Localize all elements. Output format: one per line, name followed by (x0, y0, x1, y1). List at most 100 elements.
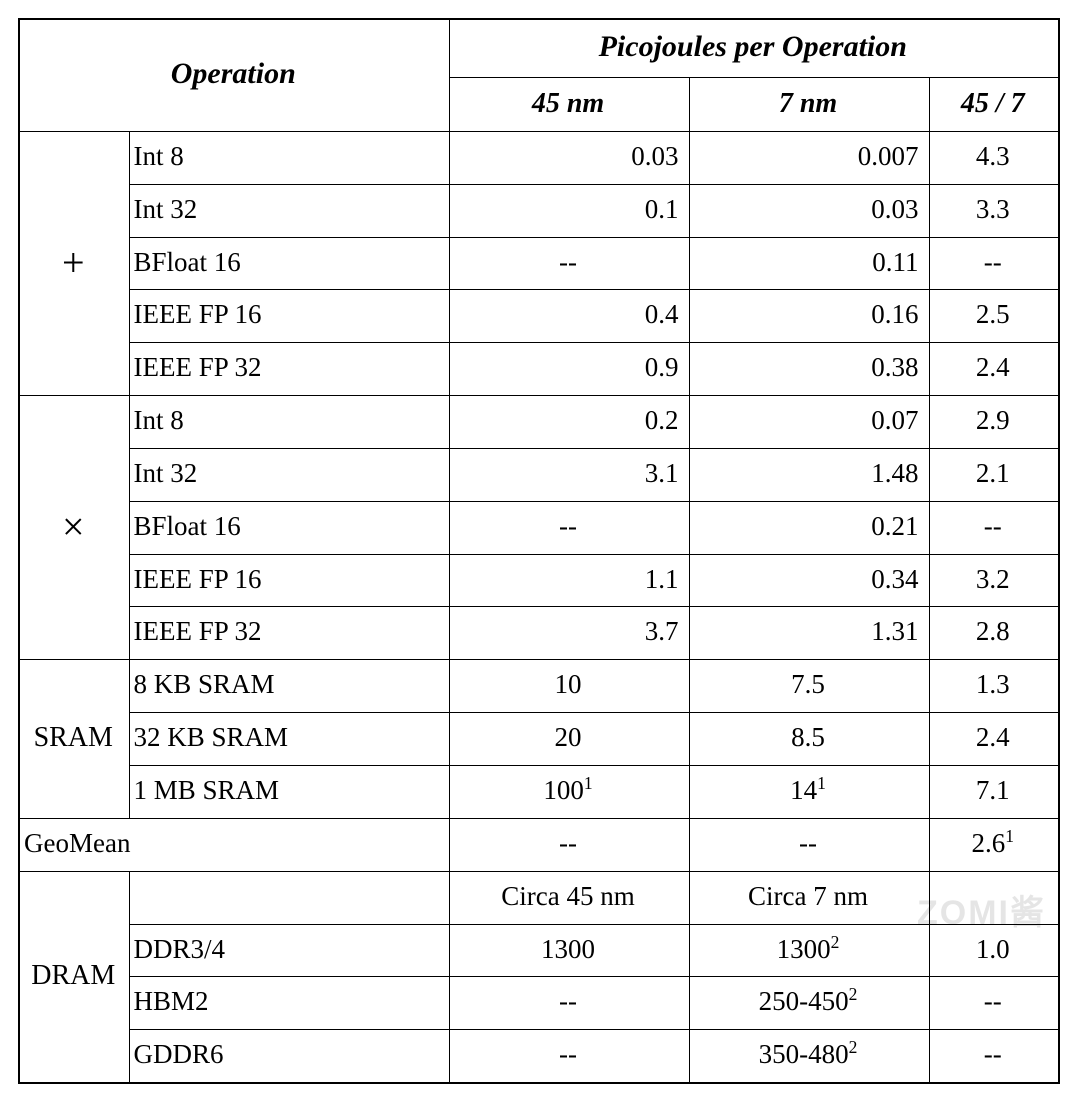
table-row: IEEE FP 16 0.4 0.16 2.5 (19, 290, 1059, 343)
cell-7nm: 0.03 (689, 184, 929, 237)
header-operation: Operation (19, 19, 449, 131)
cell-type (129, 871, 449, 924)
value: 100 (543, 775, 584, 805)
group-mul-symbol: × (19, 396, 129, 660)
cell-ratio: -- (929, 237, 1059, 290)
cell-ratio: -- (929, 977, 1059, 1030)
cell-45nm: 0.1 (449, 184, 689, 237)
group-add-symbol: + (19, 131, 129, 395)
cell-45nm: -- (449, 1030, 689, 1083)
value: 2.6 (972, 828, 1006, 858)
cell-ratio: 2.61 (929, 818, 1059, 871)
table-row: GDDR6 -- 350-4802 -- (19, 1030, 1059, 1083)
cell-type: 1 MB SRAM (129, 766, 449, 819)
cell-45nm: 1001 (449, 766, 689, 819)
table-row: SRAM 8 KB SRAM 10 7.5 1.3 (19, 660, 1059, 713)
value: 14 (790, 775, 817, 805)
table-row: IEEE FP 16 1.1 0.34 3.2 (19, 554, 1059, 607)
cell-7nm: 0.007 (689, 131, 929, 184)
cell-ratio: 2.4 (929, 713, 1059, 766)
cell-45nm: 0.2 (449, 396, 689, 449)
cell-type: BFloat 16 (129, 501, 449, 554)
header-ratio: 45 / 7 (929, 77, 1059, 131)
cell-7nm: 8.5 (689, 713, 929, 766)
cell-7nm: 0.34 (689, 554, 929, 607)
table-row: DDR3/4 1300 13002 1.0 (19, 924, 1059, 977)
table-row: 32 KB SRAM 20 8.5 2.4 (19, 713, 1059, 766)
cell-7nm: -- (689, 818, 929, 871)
cell-7nm: 0.16 (689, 290, 929, 343)
cell-45nm: 10 (449, 660, 689, 713)
header-pj-per-op: Picojoules per Operation (449, 19, 1059, 77)
footnote-sup: 2 (849, 1037, 858, 1057)
header-7nm: 7 nm (689, 77, 929, 131)
group-dram-label: DRAM (19, 871, 129, 1083)
table-row: IEEE FP 32 3.7 1.31 2.8 (19, 607, 1059, 660)
cell-ratio: 3.2 (929, 554, 1059, 607)
cell-type: IEEE FP 32 (129, 607, 449, 660)
cell-7nm: 13002 (689, 924, 929, 977)
cell-ratio: 4.3 (929, 131, 1059, 184)
table-row: BFloat 16 -- 0.21 -- (19, 501, 1059, 554)
cell-ratio: 1.3 (929, 660, 1059, 713)
table-row: + Int 8 0.03 0.007 4.3 (19, 131, 1059, 184)
cell-type: 8 KB SRAM (129, 660, 449, 713)
table-row: 1 MB SRAM 1001 141 7.1 (19, 766, 1059, 819)
cell-type: Int 8 (129, 396, 449, 449)
cell-45nm: -- (449, 818, 689, 871)
footnote-sup: 2 (849, 984, 858, 1004)
cell-type: IEEE FP 16 (129, 290, 449, 343)
cell-45nm: 3.1 (449, 448, 689, 501)
table-row: HBM2 -- 250-4502 -- (19, 977, 1059, 1030)
cell-ratio: 2.5 (929, 290, 1059, 343)
cell-7nm: 0.07 (689, 396, 929, 449)
cell-45nm: 1300 (449, 924, 689, 977)
cell-45nm: 0.4 (449, 290, 689, 343)
cell-7nm: 141 (689, 766, 929, 819)
footnote-sup: 1 (817, 773, 826, 793)
cell-type: 32 KB SRAM (129, 713, 449, 766)
cell-ratio: 2.4 (929, 343, 1059, 396)
cell-7nm: 1.48 (689, 448, 929, 501)
cell-7nm: 1.31 (689, 607, 929, 660)
cell-ratio: 2.1 (929, 448, 1059, 501)
cell-45nm: -- (449, 237, 689, 290)
table-row: IEEE FP 32 0.9 0.38 2.4 (19, 343, 1059, 396)
cell-type: IEEE FP 16 (129, 554, 449, 607)
cell-type: BFloat 16 (129, 237, 449, 290)
cell-ratio: -- (929, 1030, 1059, 1083)
cell-ratio: -- (929, 501, 1059, 554)
table-row: × Int 8 0.2 0.07 2.9 (19, 396, 1059, 449)
value: 1300 (777, 934, 831, 964)
cell-7nm: 250-4502 (689, 977, 929, 1030)
cell-type: DDR3/4 (129, 924, 449, 977)
header-45nm: 45 nm (449, 77, 689, 131)
cell-45nm: 20 (449, 713, 689, 766)
cell-45nm: -- (449, 977, 689, 1030)
cell-ratio: 3.3 (929, 184, 1059, 237)
cell-7nm: 0.11 (689, 237, 929, 290)
cell-ratio: 2.9 (929, 396, 1059, 449)
cell-45nm: Circa 45 nm (449, 871, 689, 924)
cell-45nm: 3.7 (449, 607, 689, 660)
cell-ratio (929, 871, 1059, 924)
footnote-sup: 1 (1005, 826, 1014, 846)
table-row-geomean: GeoMean -- -- 2.61 (19, 818, 1059, 871)
cell-7nm: 0.21 (689, 501, 929, 554)
cell-type: Int 32 (129, 448, 449, 501)
cell-45nm: 1.1 (449, 554, 689, 607)
cell-45nm: 0.9 (449, 343, 689, 396)
cell-45nm: -- (449, 501, 689, 554)
geomean-label: GeoMean (19, 818, 449, 871)
cell-type: IEEE FP 32 (129, 343, 449, 396)
energy-table: Operation Picojoules per Operation 45 nm… (18, 18, 1060, 1084)
cell-45nm: 0.03 (449, 131, 689, 184)
group-sram-label: SRAM (19, 660, 129, 819)
footnote-sup: 1 (584, 773, 593, 793)
table-row: DRAM Circa 45 nm Circa 7 nm (19, 871, 1059, 924)
cell-7nm: 350-4802 (689, 1030, 929, 1083)
cell-type: Int 32 (129, 184, 449, 237)
value: 350-480 (759, 1039, 849, 1069)
cell-ratio: 2.8 (929, 607, 1059, 660)
footnote-sup: 2 (831, 932, 840, 952)
